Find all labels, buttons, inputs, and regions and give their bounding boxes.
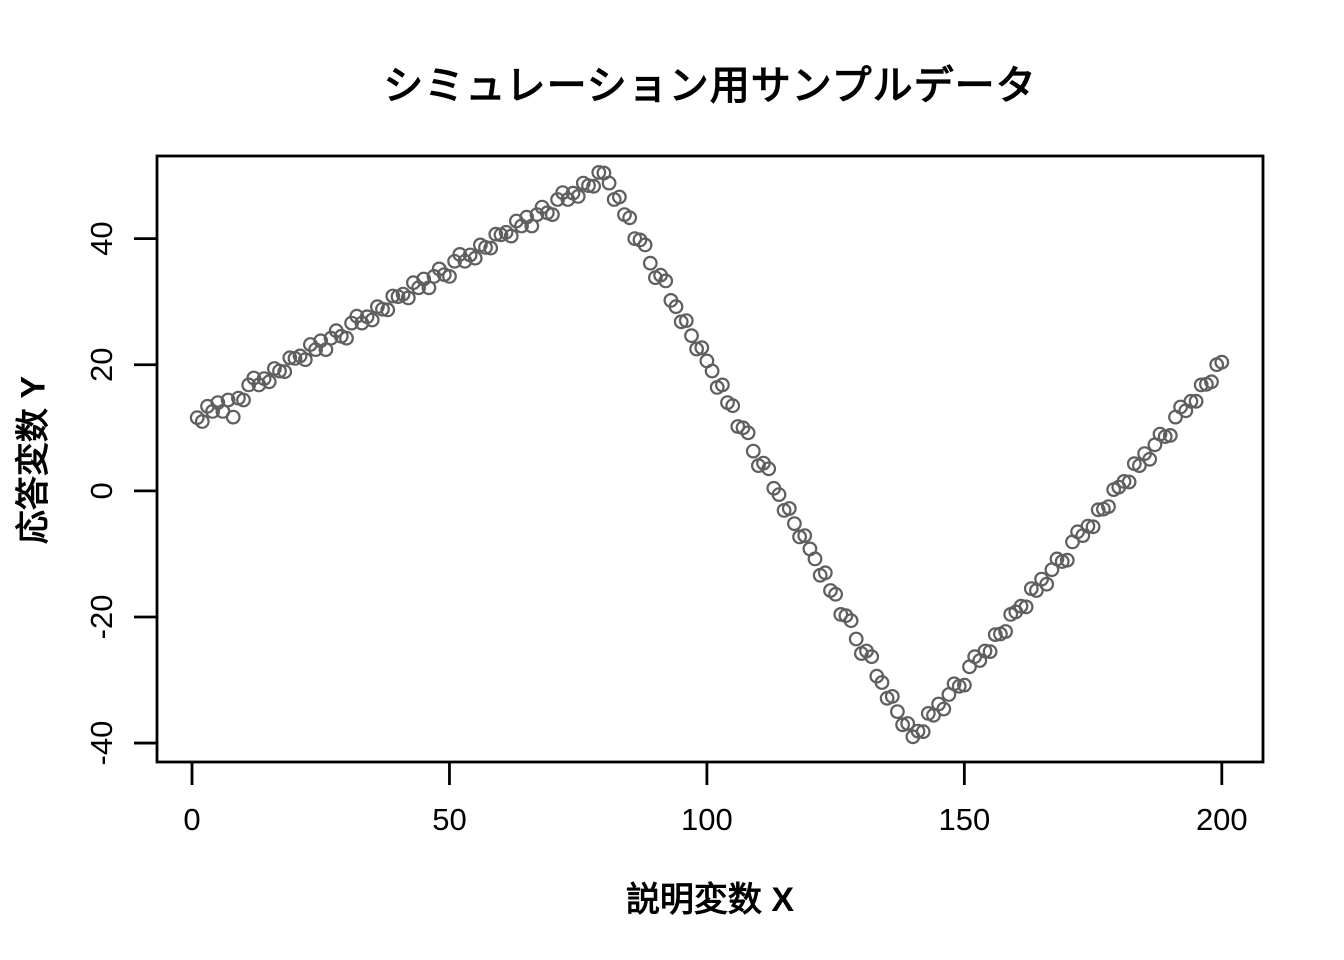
data-point xyxy=(545,207,560,223)
data-point xyxy=(843,613,859,629)
chart-title: シミュレーション用サンプルデータ xyxy=(383,64,1037,108)
data-point xyxy=(684,328,699,344)
x-tick-label: 100 xyxy=(681,802,733,837)
data-point xyxy=(385,288,401,304)
x-tick-label: 0 xyxy=(183,802,200,837)
data-point xyxy=(1162,428,1178,443)
data-point xyxy=(503,228,519,244)
data-point xyxy=(910,723,926,739)
data-point xyxy=(787,516,802,531)
data-point xyxy=(1116,474,1132,489)
data-point xyxy=(771,487,787,503)
y-tick-label: 20 xyxy=(84,347,119,381)
data-point xyxy=(740,425,756,441)
data-point xyxy=(900,716,916,731)
data-point xyxy=(915,724,931,740)
data-point xyxy=(375,301,390,317)
data-point xyxy=(586,178,601,194)
data-point xyxy=(668,299,684,315)
data-point xyxy=(483,240,499,256)
data-point xyxy=(220,392,236,408)
plot-box xyxy=(155,154,1265,764)
y-tick-label: 40 xyxy=(84,221,119,255)
y-tick-label: -40 xyxy=(84,721,119,766)
data-point xyxy=(864,649,880,665)
data-point xyxy=(1142,451,1158,467)
data-point xyxy=(612,189,627,205)
data-point xyxy=(817,565,833,581)
data-point xyxy=(194,414,210,429)
data-point xyxy=(1039,576,1055,592)
data-point xyxy=(1121,474,1137,490)
data-point xyxy=(998,624,1013,639)
data-point xyxy=(364,312,380,328)
data-point xyxy=(797,528,813,543)
data-point xyxy=(570,188,586,204)
data-point xyxy=(261,374,277,390)
y-tick-label: 0 xyxy=(84,482,119,499)
data-point xyxy=(637,237,653,253)
data-point xyxy=(488,226,504,242)
data-point xyxy=(678,313,694,329)
data-point xyxy=(622,210,638,226)
data-point xyxy=(225,409,241,425)
data-point xyxy=(1204,374,1219,390)
data-point xyxy=(936,701,952,717)
data-point xyxy=(884,689,900,704)
data-point xyxy=(1090,502,1106,518)
data-point xyxy=(715,377,730,393)
data-point xyxy=(987,627,1003,642)
x-tick-label: 50 xyxy=(432,802,466,837)
data-point xyxy=(1013,598,1029,614)
x-axis-label: 説明変数 X xyxy=(625,881,795,919)
data-point xyxy=(1085,519,1101,535)
y-tick-label: -20 xyxy=(84,595,119,640)
data-point xyxy=(807,551,823,567)
data-point xyxy=(725,398,741,414)
data-point xyxy=(982,644,998,659)
data-point xyxy=(761,461,777,477)
data-point xyxy=(339,330,354,346)
data-point xyxy=(957,677,972,693)
data-point xyxy=(297,352,313,368)
data-point xyxy=(1101,499,1116,515)
data-point xyxy=(1018,599,1034,615)
data-point xyxy=(977,643,993,659)
data-point xyxy=(658,273,674,289)
data-point xyxy=(400,290,416,306)
data-point xyxy=(442,269,457,284)
data-point xyxy=(591,164,607,180)
data-point xyxy=(1193,377,1209,393)
data-point xyxy=(890,704,905,719)
data-point xyxy=(1131,458,1147,474)
data-point xyxy=(848,631,864,647)
data-point xyxy=(282,350,298,366)
data-point xyxy=(745,443,761,459)
data-point xyxy=(380,302,396,318)
data-point xyxy=(874,675,890,690)
data-point xyxy=(1183,393,1199,409)
x-tick-label: 150 xyxy=(938,802,990,837)
data-point xyxy=(467,250,483,266)
data-point xyxy=(478,239,493,255)
data-point xyxy=(781,501,797,516)
data-point xyxy=(1188,393,1204,409)
data-point xyxy=(272,363,287,379)
data-point xyxy=(1059,552,1075,568)
data-point xyxy=(277,364,293,380)
x-tick-label: 200 xyxy=(1196,802,1248,837)
data-point xyxy=(828,586,843,602)
data-point xyxy=(704,363,720,379)
data-point xyxy=(1214,354,1230,370)
data-point xyxy=(581,178,596,194)
data-point xyxy=(642,255,658,271)
data-point xyxy=(1080,518,1096,534)
data-point xyxy=(601,175,617,191)
data-point xyxy=(236,392,251,408)
data-point xyxy=(694,340,710,356)
